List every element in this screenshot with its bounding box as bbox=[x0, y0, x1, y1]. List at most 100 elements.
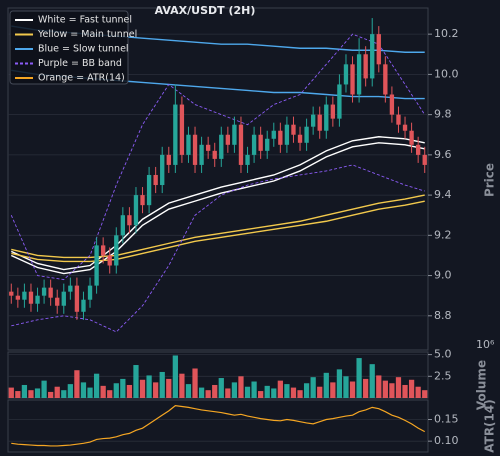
line-series bbox=[11, 200, 425, 263]
legend-label: Blue = Slow tunnel bbox=[38, 44, 129, 55]
candle-body bbox=[212, 150, 217, 159]
candle-body bbox=[376, 34, 381, 65]
candle-body bbox=[133, 195, 139, 226]
volume-bar bbox=[382, 380, 388, 398]
volume-bar bbox=[277, 380, 283, 398]
candle-body bbox=[258, 134, 263, 151]
volume-bar bbox=[271, 388, 277, 398]
volume-bar bbox=[198, 387, 205, 398]
y-tick-label: 9.4 bbox=[434, 188, 452, 201]
candle-body bbox=[356, 54, 362, 95]
legend-label: Purple = BB band bbox=[38, 58, 122, 69]
volume-bar bbox=[258, 391, 264, 398]
y-tick-label: 0.10 bbox=[434, 434, 459, 447]
candle-body bbox=[225, 134, 231, 145]
line-series bbox=[10, 33, 426, 281]
candle-body bbox=[74, 285, 80, 312]
legend-label: Yellow = Main tunnel bbox=[37, 29, 137, 40]
candle-body bbox=[271, 130, 276, 139]
volume-bar bbox=[146, 375, 152, 398]
volume-bar bbox=[133, 365, 139, 398]
volume-bar bbox=[179, 373, 185, 398]
volume-bar bbox=[356, 358, 362, 398]
y-tick-label: 9.8 bbox=[434, 108, 452, 121]
volume-bar bbox=[126, 384, 133, 398]
candle-body bbox=[304, 126, 309, 143]
volume-bar bbox=[317, 386, 323, 398]
candle-body bbox=[297, 134, 303, 143]
candle-body bbox=[330, 104, 336, 119]
atr-panel bbox=[7, 399, 429, 453]
volume-bar bbox=[402, 384, 408, 398]
candle-body bbox=[140, 195, 145, 206]
line-series bbox=[10, 136, 425, 271]
candle-body bbox=[310, 114, 316, 127]
volume-bar bbox=[422, 390, 428, 398]
volume-bar bbox=[363, 378, 369, 398]
volume-bar bbox=[330, 382, 336, 398]
volume-bar bbox=[238, 376, 244, 398]
candle-body bbox=[146, 174, 152, 206]
candle-body bbox=[179, 104, 185, 155]
volume-bar bbox=[74, 370, 80, 398]
volume-bar bbox=[212, 384, 218, 398]
candle-body bbox=[396, 114, 401, 125]
candle-body bbox=[389, 94, 395, 115]
volume-bar bbox=[93, 373, 100, 398]
volume-bar bbox=[303, 383, 310, 398]
volume-bar bbox=[225, 388, 231, 398]
volume-bar bbox=[54, 386, 60, 398]
y-axis-label: ATR(14) bbox=[483, 399, 497, 452]
y-tick-label: 9.0 bbox=[434, 269, 452, 282]
line-series bbox=[10, 142, 425, 275]
volume-bar bbox=[100, 385, 106, 398]
candle-body bbox=[363, 54, 368, 79]
volume-bar bbox=[67, 384, 73, 398]
candle-body bbox=[415, 144, 421, 155]
volume-bar bbox=[8, 387, 14, 398]
grid: 8.8 9.0 9.2 9.4 9.6 9.8 10.0 10.2 2.5 5.0 0.10 0.15 bbox=[8, 27, 459, 447]
volume-bar bbox=[310, 377, 316, 398]
volume-bar bbox=[336, 369, 343, 398]
candle-body bbox=[265, 138, 270, 151]
marks bbox=[8, 18, 428, 447]
candle-body bbox=[127, 215, 132, 226]
candle-body bbox=[186, 134, 191, 155]
candle-body bbox=[160, 154, 165, 186]
candle-body bbox=[166, 154, 171, 165]
candle-body bbox=[9, 291, 14, 296]
y-tick-label: 8.8 bbox=[434, 309, 452, 322]
candle-body bbox=[87, 285, 93, 300]
volume-bar bbox=[251, 381, 257, 398]
candle-body bbox=[337, 84, 342, 119]
volume-bar bbox=[205, 390, 211, 398]
volume-bar bbox=[343, 376, 349, 398]
y-tick-label: 10.2 bbox=[434, 27, 459, 40]
candle-body bbox=[81, 299, 86, 312]
candle-body bbox=[291, 124, 296, 135]
candle-body bbox=[48, 287, 53, 298]
candle-body bbox=[192, 134, 198, 165]
volume-bar bbox=[297, 390, 303, 398]
candle-body bbox=[100, 245, 106, 256]
candle-body bbox=[343, 64, 349, 85]
legend-label: Orange = ATR(14) bbox=[38, 73, 125, 84]
candle-body bbox=[28, 291, 34, 304]
volume-bar bbox=[172, 355, 178, 398]
volume-bar bbox=[87, 387, 93, 398]
y-tick-label: 5.0 bbox=[434, 348, 452, 361]
candle-body bbox=[422, 154, 427, 165]
candle-body bbox=[350, 64, 355, 95]
volume-bar bbox=[41, 380, 47, 398]
volume-bar bbox=[120, 378, 126, 398]
volume-bar bbox=[323, 372, 329, 398]
candle-body bbox=[199, 144, 204, 165]
candle-body bbox=[15, 295, 21, 300]
candle-body bbox=[94, 245, 99, 286]
volume-bar bbox=[376, 375, 382, 398]
volume-bar bbox=[34, 388, 41, 398]
volume-bar bbox=[139, 379, 146, 398]
y-axis-label: Volume bbox=[475, 360, 489, 410]
candle-body bbox=[383, 64, 388, 95]
